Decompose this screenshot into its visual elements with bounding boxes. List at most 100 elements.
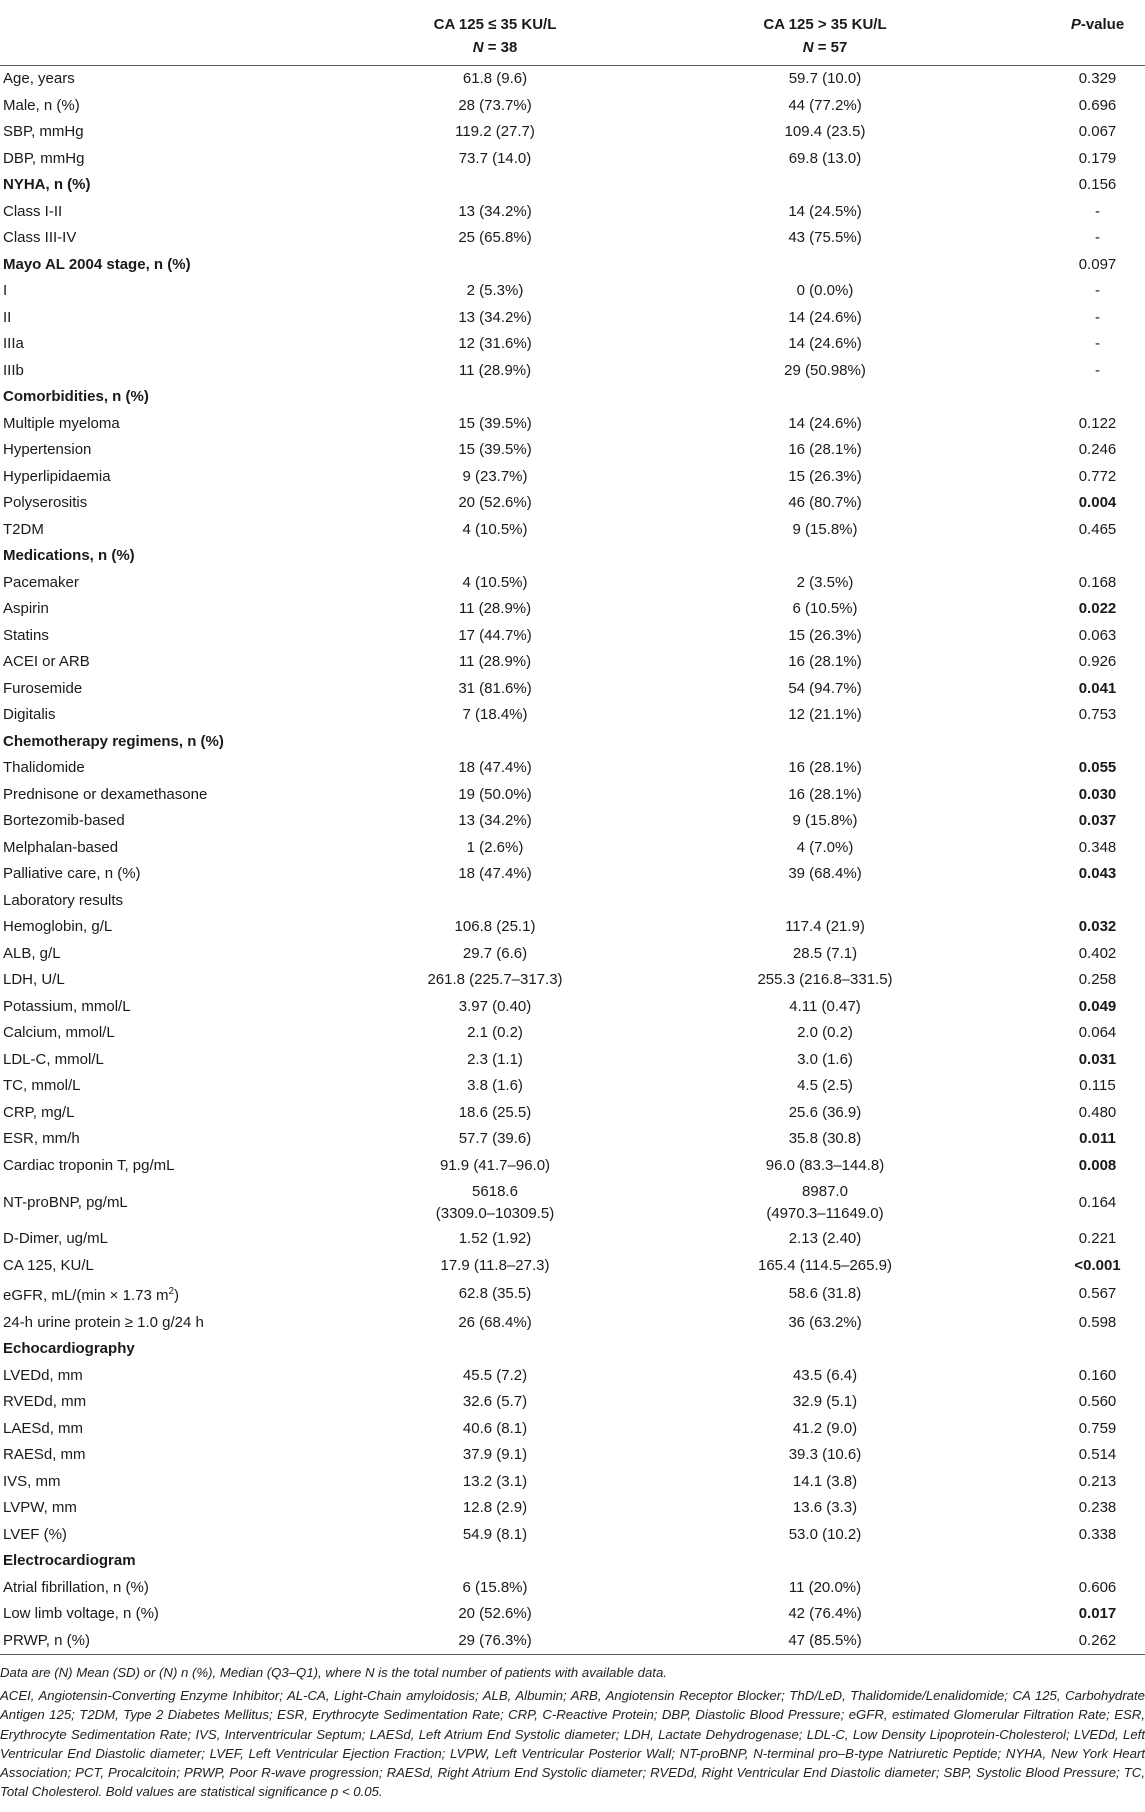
table-row: LVPW, mm 12.8 (2.9) 13.6 (3.3) 0.238 bbox=[0, 1495, 1145, 1522]
table-row: Multiple myeloma 15 (39.5%) 14 (24.6%) 0.12… bbox=[0, 411, 1145, 438]
cell-high-ca125 bbox=[660, 252, 990, 279]
row-label-text: Mayo AL 2004 stage, n (%) bbox=[3, 255, 191, 273]
cell-p-value: 0.606 bbox=[990, 1575, 1145, 1602]
cell-value: 14 (24.6%) bbox=[788, 414, 862, 432]
cell-value: 13.6 (3.3) bbox=[792, 1499, 858, 1516]
row-label-text: Polyserositis bbox=[3, 494, 88, 511]
cell-p-value: 0.258 bbox=[990, 967, 1145, 994]
p-value-text: 0.031 bbox=[1078, 1050, 1117, 1068]
table-row: CRP, mg/L 18.6 (25.5) 25.6 (36.9) 0.480 bbox=[0, 1100, 1145, 1127]
header-low-ca125: CA 125 ≤ 35 KU/L N = 38 bbox=[330, 0, 660, 66]
cell-value: 12.8 (2.9) bbox=[462, 1499, 528, 1516]
cell-low-ca125: 28 (73.7%) bbox=[330, 93, 660, 120]
p-value-text: 0.011 bbox=[1079, 1130, 1116, 1147]
row-label-text: Multiple myeloma bbox=[3, 414, 120, 432]
table-row: Palliative care, n (%) 18 (47.4%) 39 (68.4… bbox=[0, 861, 1145, 888]
cell-p-value: 0.753 bbox=[990, 702, 1145, 729]
cell-low-ca125: 3.8 (1.6) bbox=[330, 1073, 660, 1100]
row-label: RAESd, mm bbox=[0, 1442, 330, 1469]
cell-low-ca125: 6 (15.8%) bbox=[330, 1575, 660, 1602]
cell-low-ca125: 18.6 (25.5) bbox=[330, 1100, 660, 1127]
cell-p-value bbox=[990, 384, 1145, 411]
row-label: LVEF (%) bbox=[0, 1522, 330, 1549]
cell-p-value: - bbox=[990, 199, 1145, 226]
table-row: TC, mmol/L 3.8 (1.6) 4.5 (2.5) 0.115 bbox=[0, 1073, 1145, 1100]
cell-high-ca125 bbox=[660, 1336, 990, 1363]
cell-high-ca125: 47 (85.5%) bbox=[660, 1628, 990, 1655]
row-label: Polyserositis bbox=[0, 490, 330, 517]
cell-high-ca125: 14 (24.6%) bbox=[660, 305, 990, 332]
table-row: SBP, mmHg 119.2 (27.7) 109.4 (23.5) 0.067 bbox=[0, 119, 1145, 146]
p-value-text: 0.480 bbox=[1078, 1103, 1117, 1121]
table-row: Male, n (%) 28 (73.7%) 44 (77.2%) 0.696 bbox=[0, 93, 1145, 120]
p-value-text: 0.258 bbox=[1078, 971, 1117, 988]
cell-value: 14 (24.5%) bbox=[788, 202, 862, 220]
p-value-text: 0.049 bbox=[1078, 997, 1117, 1015]
cell-p-value: 0.598 bbox=[990, 1310, 1145, 1337]
cell-high-ca125: 59.7 (10.0) bbox=[660, 66, 990, 93]
p-value-text: - bbox=[1095, 308, 1100, 326]
row-label-text: PRWP, n (%) bbox=[3, 1631, 90, 1649]
header-p-rest: -value bbox=[1080, 16, 1125, 33]
cell-value: 53.0 (10.2) bbox=[788, 1525, 862, 1543]
cell-value: 16 (28.1%) bbox=[788, 653, 862, 670]
row-label-text: TC, mmol/L bbox=[3, 1077, 81, 1094]
row-label-text: LVPW, mm bbox=[3, 1499, 77, 1516]
table-row: IIIb 11 (28.9%) 29 (50.98%) - bbox=[0, 358, 1145, 385]
cell-high-ca125: 109.4 (23.5) bbox=[660, 119, 990, 146]
row-label: NYHA, n (%) bbox=[0, 172, 330, 199]
p-value-text: 0.772 bbox=[1078, 467, 1117, 485]
p-value-text: 0.246 bbox=[1078, 441, 1117, 458]
cell-value: 165.4 (114.5–265.9) bbox=[758, 1256, 892, 1274]
cell-value: 8987.0 bbox=[802, 1182, 848, 1200]
cell-value: 12 (21.1%) bbox=[788, 706, 862, 723]
cell-value: 25 (65.8%) bbox=[458, 229, 532, 246]
cell-low-ca125 bbox=[330, 384, 660, 411]
row-label: Hyperlipidaemia bbox=[0, 464, 330, 491]
cell-high-ca125: 14 (24.6%) bbox=[660, 411, 990, 438]
cell-value: 15 (39.5%) bbox=[458, 414, 532, 432]
cell-value: 2.13 (2.40) bbox=[788, 1230, 862, 1247]
cell-value: 31 (81.6%) bbox=[458, 679, 532, 697]
cell-p-value bbox=[990, 1336, 1145, 1363]
row-label: LVPW, mm bbox=[0, 1495, 330, 1522]
cell-value: 17.9 (11.8–27.3) bbox=[440, 1256, 550, 1274]
cell-p-value: 0.348 bbox=[990, 835, 1145, 862]
p-value-text: - bbox=[1095, 282, 1100, 299]
cell-value: 26 (68.4%) bbox=[458, 1313, 532, 1331]
row-label-text: Cardiac troponin T, pg/mL bbox=[3, 1156, 175, 1174]
row-label-text: Statins bbox=[3, 626, 49, 644]
row-label-text: Hyperlipidaemia bbox=[3, 467, 111, 485]
table-row: ESR, mm/h 57.7 (39.6) 35.8 (30.8) 0.011 bbox=[0, 1126, 1145, 1153]
cell-high-ca125: 14.1 (3.8) bbox=[660, 1469, 990, 1496]
row-label-text: LDL-C, mmol/L bbox=[3, 1050, 104, 1068]
cell-p-value: 0.064 bbox=[990, 1020, 1145, 1047]
row-label-text: T2DM bbox=[3, 520, 44, 538]
row-label: Aspirin bbox=[0, 596, 330, 623]
cell-low-ca125: 11 (28.9%) bbox=[330, 358, 660, 385]
cell-value: 18 (47.4%) bbox=[458, 865, 532, 882]
cell-low-ca125: 2.3 (1.1) bbox=[330, 1047, 660, 1074]
table-row: D-Dimer, ug/mL 1.52 (1.92) 2.13 (2.40) 0.22… bbox=[0, 1226, 1145, 1253]
row-label: LAESd, mm bbox=[0, 1416, 330, 1443]
cell-value: 13 (34.2%) bbox=[458, 812, 532, 829]
cell-high-ca125: 2.0 (0.2) bbox=[660, 1020, 990, 1047]
row-label: Hypertension bbox=[0, 437, 330, 464]
row-label-text: IIIa bbox=[3, 335, 24, 352]
cell-p-value: - bbox=[990, 225, 1145, 252]
cell-p-value: 0.402 bbox=[990, 941, 1145, 968]
cell-p-value: 0.246 bbox=[990, 437, 1145, 464]
cell-high-ca125: 42 (76.4%) bbox=[660, 1601, 990, 1628]
p-value-text: 0.213 bbox=[1078, 1472, 1117, 1490]
cell-low-ca125: 73.7 (14.0) bbox=[330, 146, 660, 173]
cell-high-ca125: 32.9 (5.1) bbox=[660, 1389, 990, 1416]
row-label-text: Potassium, mmol/L bbox=[3, 997, 131, 1015]
row-label: Multiple myeloma bbox=[0, 411, 330, 438]
cell-low-ca125: 15 (39.5%) bbox=[330, 437, 660, 464]
table-row: Echocardiography bbox=[0, 1336, 1145, 1363]
cell-high-ca125: 39 (68.4%) bbox=[660, 861, 990, 888]
cell-value: 57.7 (39.6) bbox=[458, 1130, 532, 1147]
cell-value: 109.4 (23.5) bbox=[784, 123, 866, 140]
table-row: NYHA, n (%) 0.156 bbox=[0, 172, 1145, 199]
row-label: Calcium, mmol/L bbox=[0, 1020, 330, 1047]
